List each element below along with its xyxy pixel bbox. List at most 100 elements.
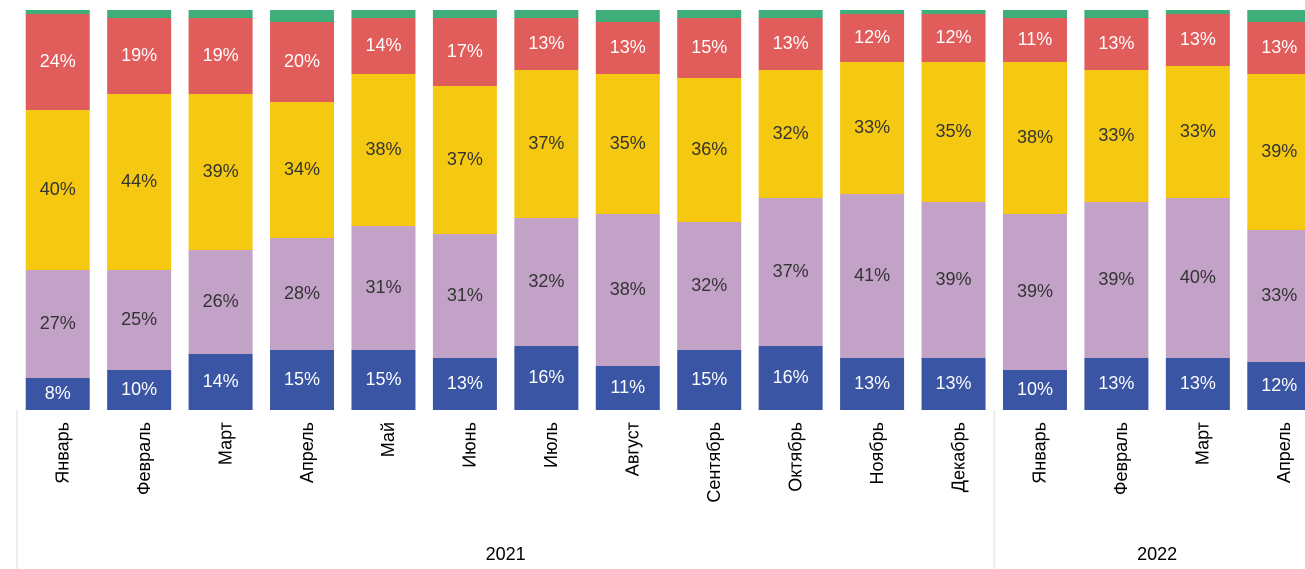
bar-segment [25, 10, 90, 14]
bar-segment [921, 14, 986, 62]
bar-segment [595, 366, 660, 410]
x-tick-label: Май [378, 422, 398, 457]
bar-segment [25, 378, 90, 410]
data-label: 12% [936, 27, 972, 47]
bar-segment [188, 10, 253, 18]
bar-segment [758, 346, 823, 410]
data-label: 35% [610, 133, 646, 153]
bar-segment [677, 350, 742, 410]
bar-segment [840, 62, 905, 194]
data-label: 32% [528, 271, 564, 291]
data-label: 37% [773, 261, 809, 281]
bar-segment [1165, 358, 1230, 410]
bar-segment [1002, 62, 1067, 214]
x-tick-label: Ноябрь [867, 422, 887, 484]
bar-segment [1165, 66, 1230, 198]
bar-segment [25, 110, 90, 270]
data-label: 39% [1098, 269, 1134, 289]
bar-segment [514, 10, 579, 18]
x-tick-label: Сентябрь [704, 422, 724, 503]
data-label: 44% [121, 171, 157, 191]
data-label: 16% [528, 367, 564, 387]
bar-segment [1002, 214, 1067, 370]
bar-segment [514, 346, 579, 410]
bar-segment [270, 102, 335, 238]
bar-segment [1084, 202, 1149, 358]
data-label: 31% [447, 285, 483, 305]
data-label: 13% [528, 33, 564, 53]
data-label: 17% [447, 41, 483, 61]
data-label: 15% [284, 369, 320, 389]
group-label: 2021 [486, 544, 526, 564]
group-label: 2022 [1137, 544, 1177, 564]
data-label: 13% [1180, 373, 1216, 393]
data-label: 16% [773, 367, 809, 387]
x-tick-label: Апрель [297, 422, 317, 483]
data-label: 13% [1098, 373, 1134, 393]
bar-segment [514, 70, 579, 218]
x-tick-label: Февраль [1111, 422, 1131, 495]
bar-segment [1084, 358, 1149, 410]
data-label: 20% [284, 51, 320, 71]
data-label: 31% [365, 277, 401, 297]
bar-segment [677, 18, 742, 78]
data-label: 13% [1261, 37, 1297, 57]
bar-segment [270, 350, 335, 410]
bar-segment [1247, 362, 1305, 410]
bar-segment [1165, 198, 1230, 358]
x-tick-label: Февраль [134, 422, 154, 495]
bar-segment [514, 218, 579, 346]
bar-segment [758, 10, 823, 18]
data-label: 13% [1098, 33, 1134, 53]
data-label: 40% [1180, 267, 1216, 287]
bar-segment [1084, 10, 1149, 18]
bar-segment [921, 202, 986, 358]
bar-segment [1247, 74, 1305, 230]
bar-segment [25, 270, 90, 378]
data-label: 37% [528, 133, 564, 153]
x-tick-label: Август [623, 422, 643, 476]
data-label: 35% [936, 121, 972, 141]
bar-segment [1247, 22, 1305, 74]
data-label: 13% [610, 37, 646, 57]
data-label: 13% [447, 373, 483, 393]
x-tick-label: Январь [52, 422, 72, 484]
bar-segment [432, 358, 497, 410]
bar-segment [351, 74, 416, 226]
data-label: 33% [1261, 285, 1297, 305]
data-label: 13% [936, 373, 972, 393]
bar-segment [107, 10, 172, 18]
bar-segment [270, 238, 335, 350]
data-label: 38% [1017, 127, 1053, 147]
x-tick-label: Июнь [460, 422, 480, 468]
bar-segment [351, 18, 416, 74]
data-label: 32% [773, 123, 809, 143]
data-label: 13% [854, 373, 890, 393]
data-label: 33% [854, 117, 890, 137]
data-label: 13% [773, 33, 809, 53]
bar-segment [107, 370, 172, 410]
bar-segment [1002, 370, 1067, 410]
bar-segment [25, 14, 90, 110]
data-label: 11% [1018, 29, 1053, 49]
bar-segment [432, 18, 497, 86]
bar-segment [1247, 230, 1305, 362]
data-label: 28% [284, 283, 320, 303]
bar-segment [432, 86, 497, 234]
data-label: 39% [203, 161, 239, 181]
bar-segment [1165, 10, 1230, 14]
x-tick-label: Март [215, 422, 235, 465]
bar-segment [351, 10, 416, 18]
data-label: 34% [284, 159, 320, 179]
bar-segment [1002, 10, 1067, 18]
bar-segment [840, 10, 905, 14]
bar-segment [840, 14, 905, 62]
data-label: 40% [40, 179, 76, 199]
data-label: 19% [121, 45, 157, 65]
bar-segment [595, 214, 660, 366]
x-tick-label: Март [1193, 422, 1213, 465]
data-label: 38% [610, 279, 646, 299]
bar-segment [1084, 70, 1149, 202]
bar-segment [107, 18, 172, 94]
data-label: 12% [1261, 375, 1297, 395]
